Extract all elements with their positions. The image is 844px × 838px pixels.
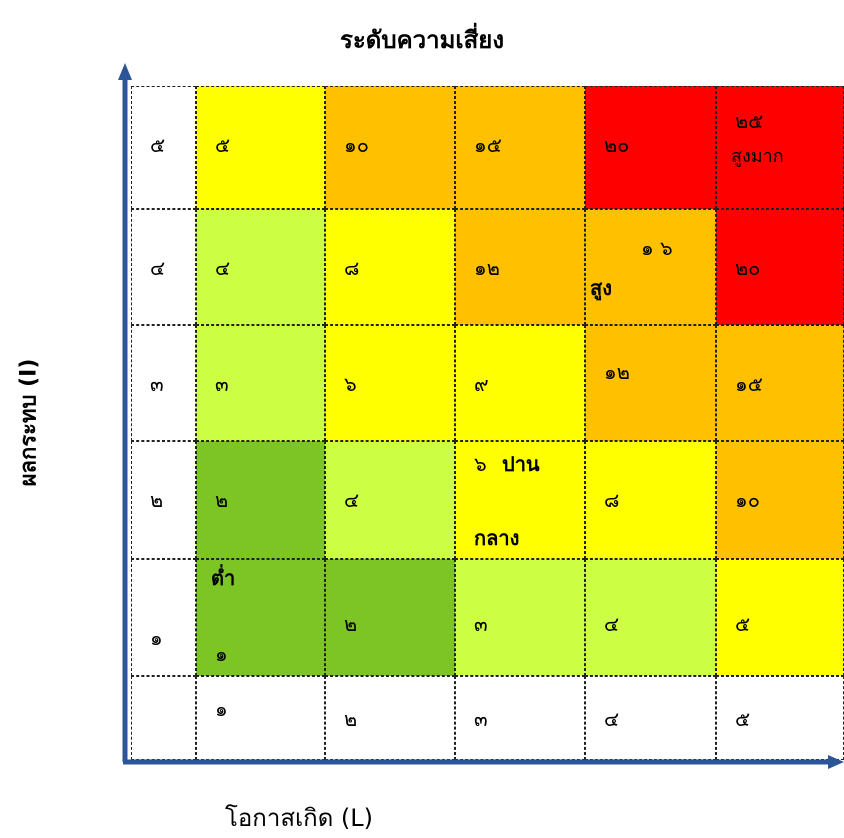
heatmap-cell: ๕	[196, 86, 325, 209]
cell-value: ๕	[215, 133, 231, 157]
x-tick-label: ๒	[344, 707, 358, 731]
heatmap-cell: ๘	[585, 441, 716, 559]
cell-value: ๔	[215, 256, 231, 280]
heatmap-cell: ๒๐	[716, 209, 844, 325]
cell-value: ๔	[344, 488, 360, 512]
heatmap-cell: ๑๕	[716, 325, 844, 441]
cell-value: ๔	[604, 612, 620, 636]
cell-value: ๑๕	[474, 133, 502, 157]
y-axis-arrow	[118, 63, 132, 80]
heatmap-cell: ๕	[716, 559, 844, 676]
heatmap-cell: ๑๒	[585, 325, 716, 441]
heatmap-cell: ๒๕สูงมาก	[716, 86, 844, 209]
heatmap-cell: ๑๕	[455, 86, 585, 209]
heatmap-cell: ๑ ๖สูง	[585, 209, 716, 325]
x-tick-label: ๔	[604, 707, 620, 731]
x-tick-cell: ๕	[716, 676, 844, 760]
chart-title: ระดับความเสี่ยง	[339, 26, 505, 54]
y-tick-cell: ๔	[131, 209, 196, 325]
x-tick-cell: ๑	[196, 676, 325, 760]
y-tick-label: ๒	[150, 488, 164, 512]
cell-value: ๘	[604, 488, 620, 512]
heatmap-cell: ๖ ปานกลาง	[455, 441, 585, 559]
heatmap-cell: ๑๒	[455, 209, 585, 325]
heatmap-cell: ๔	[196, 209, 325, 325]
cell-value: ๓	[474, 612, 488, 636]
cell-value: ๓	[215, 372, 229, 396]
cell-value: ๑๒	[604, 360, 630, 384]
heatmap-cell: ๒	[325, 559, 455, 676]
x-tick-cell: ๔	[585, 676, 716, 760]
cell-value: ๑๕	[735, 372, 763, 396]
cell-value: ๑๐	[344, 133, 369, 157]
x-axis-label: โอกาสเกิด (L)	[225, 804, 374, 832]
x-tick-label: ๓	[474, 707, 488, 731]
heatmap-cell: ๑๐	[325, 86, 455, 209]
y-tick-cell: ๒	[131, 441, 196, 559]
cell-value: ๑๒	[474, 256, 500, 280]
cell-value: ๖	[474, 452, 487, 476]
cell-value: ๒๐	[604, 133, 630, 157]
cell-value: ๑	[215, 642, 228, 666]
cell-value: ๒๕	[735, 109, 764, 133]
y-tick-cell: ๓	[131, 325, 196, 441]
heatmap-cell: ๒	[196, 441, 325, 559]
x-tick-cell: ๓	[455, 676, 585, 760]
level-label-very-high: สูงมาก	[731, 146, 784, 167]
cell-value: ๘	[344, 256, 360, 280]
y-tick-label: ๑	[150, 626, 163, 650]
cell-value: ๑ ๖	[641, 236, 673, 260]
cell-value: ๖	[344, 372, 357, 396]
heatmap-cell: ๑ ต่ำ	[196, 559, 325, 676]
level-label-medium-b: กลาง	[474, 526, 520, 550]
y-tick-label: ๕	[150, 133, 166, 157]
x-axis-arrow	[828, 755, 844, 769]
cell-value: ๒	[344, 612, 358, 636]
y-tick-label: ๓	[150, 372, 164, 396]
level-label-low: ต่ำ	[211, 566, 236, 590]
x-tick-label: ๕	[735, 707, 751, 731]
heatmap-cell: ๙	[455, 325, 585, 441]
heatmap-cell: ๓	[455, 559, 585, 676]
y-tick-cell: ๑	[131, 559, 196, 676]
x-tick-label: ๑	[215, 697, 228, 721]
cell-value: ๕	[735, 612, 751, 636]
heatmap-cell: ๓	[196, 325, 325, 441]
heatmap-cell: ๔	[585, 559, 716, 676]
heatmap-cell: ๒๐	[585, 86, 716, 209]
level-label-high: สูง	[590, 276, 612, 300]
y-tick-cell: ๕	[131, 86, 196, 209]
cell-value: ๑๐	[735, 488, 760, 512]
heatmap-cell: ๖	[325, 325, 455, 441]
cell-value: ๙	[474, 372, 489, 396]
heatmap-cell: ๑๐	[716, 441, 844, 559]
cell-value: ๒๐	[735, 256, 761, 280]
heatmap-cell: ๘	[325, 209, 455, 325]
level-label-medium-a: ปาน	[502, 452, 540, 476]
y-tick-label: ๔	[150, 256, 166, 280]
heatmap-cell: ๔	[325, 441, 455, 559]
cell-value: ๒	[215, 488, 229, 512]
